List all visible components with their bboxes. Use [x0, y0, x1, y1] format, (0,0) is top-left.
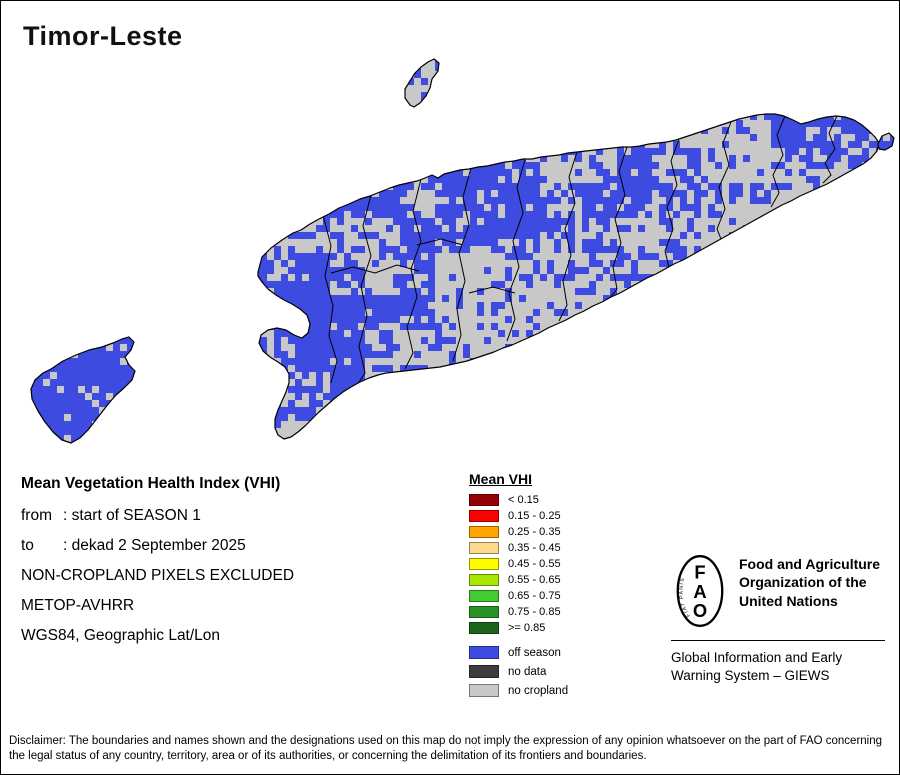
legend-label: 0.25 - 0.35 [508, 526, 561, 538]
legend-title: Mean VHI [469, 471, 533, 487]
legend-item: 0.35 - 0.45 [469, 542, 669, 554]
page-title: Timor-Leste [23, 21, 183, 51]
legend-extra: off season no data no cropland [469, 646, 669, 697]
legend-label: off season [508, 646, 561, 659]
fao-org-name: Food and Agriculture Organization of the… [739, 556, 881, 609]
fao-logo: F A O FIAT PANIS [676, 555, 724, 627]
map-info-line: METOP-AVHRR [21, 597, 135, 614]
legend-swatch [469, 558, 499, 570]
fao-block: F A O FIAT PANIS Food and Agriculture Or… [671, 551, 885, 685]
legend-swatch [469, 646, 499, 659]
legend-swatch [469, 494, 499, 506]
legend-item: 0.45 - 0.55 [469, 558, 669, 570]
legend-swatch [469, 542, 499, 554]
fao-divider [671, 640, 885, 641]
fao-letter-a: A [693, 581, 706, 602]
legend-swatch [469, 574, 499, 586]
legend-label: 0.45 - 0.55 [508, 558, 561, 570]
legend-label: 0.15 - 0.25 [508, 510, 561, 522]
coastline-islet-east [877, 132, 895, 151]
legend-swatch [469, 510, 499, 522]
fao-letter-o: O [693, 600, 707, 621]
legend-label: 0.75 - 0.85 [508, 606, 561, 618]
coastline-mainland [257, 113, 880, 440]
coastline-atauro [404, 58, 440, 108]
legend-item: 0.25 - 0.35 [469, 526, 669, 538]
legend-label: < 0.15 [508, 494, 539, 506]
disclaimer-text: Disclaimer: The boundaries and names sho… [9, 735, 883, 762]
legend-swatch [469, 622, 499, 634]
legend-label: 0.35 - 0.45 [508, 542, 561, 554]
map-info-line: WGS84, Geographic Lat/Lon [21, 627, 221, 644]
fao-wreath-left [676, 555, 701, 627]
legend-label: no data [508, 665, 547, 678]
legend-classes: < 0.15 0.15 - 0.25 0.25 - 0.35 0.35 - 0.45 0… [469, 494, 669, 634]
legend-item: no cropland [469, 684, 669, 697]
legend-swatch [469, 590, 499, 602]
legend-item: 0.75 - 0.85 [469, 606, 669, 618]
map-info-rows: from: start of SEASON 1 to: dekad 2 Septe… [21, 507, 461, 645]
map-info-line: from: start of SEASON 1 [21, 507, 201, 524]
legend-item: 0.55 - 0.65 [469, 574, 669, 586]
legend-swatch [469, 684, 499, 697]
legend-label: no cropland [508, 684, 569, 697]
legend-label: >= 0.85 [508, 622, 546, 634]
giews-label: Global Information and Early Warning Sys… [671, 650, 843, 684]
map-info-title: Mean Vegetation Health Index (VHI) [21, 475, 281, 492]
legend-item: >= 0.85 [469, 622, 669, 634]
legend-swatch [469, 526, 499, 538]
vhi-map [30, 58, 895, 444]
legend-swatch [469, 665, 499, 678]
coastline-oecusse [30, 336, 136, 444]
legend-item: no data [469, 665, 669, 678]
legend-item: 0.65 - 0.75 [469, 590, 669, 602]
legend-item: < 0.15 [469, 494, 669, 506]
fao-wreath-right [699, 555, 724, 627]
map-info-block: Mean Vegetation Health Index (VHI) from:… [21, 475, 461, 657]
fao-letter-f: F [694, 561, 705, 582]
legend-label: 0.55 - 0.65 [508, 574, 561, 586]
fao-motto: FIAT PANIS [679, 577, 692, 618]
legend-item: off season [469, 646, 669, 659]
district-boundaries [322, 115, 838, 386]
legend: Mean VHI < 0.15 0.15 - 0.25 0.25 - 0.35 0.3… [469, 471, 669, 703]
legend-swatch [469, 606, 499, 618]
map-info-line: NON-CROPLAND PIXELS EXCLUDED [21, 567, 295, 584]
legend-item: 0.15 - 0.25 [469, 510, 669, 522]
map-info-line: to: dekad 2 September 2025 [21, 537, 246, 554]
legend-label: 0.65 - 0.75 [508, 590, 561, 602]
